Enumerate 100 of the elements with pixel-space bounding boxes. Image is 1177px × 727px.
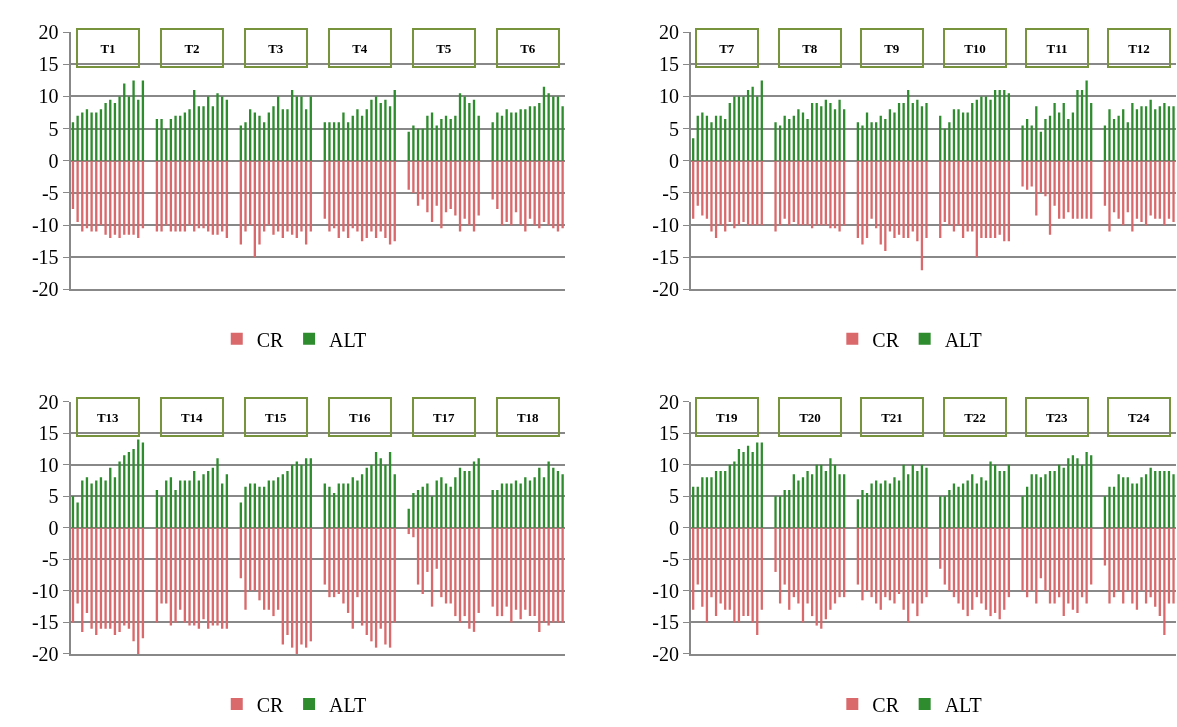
- legend-label: CR: [872, 328, 900, 351]
- bar: [244, 160, 247, 232]
- bar: [1044, 527, 1047, 591]
- bar: [719, 115, 722, 161]
- bar: [160, 119, 163, 161]
- bar: [216, 458, 219, 528]
- bar: [1163, 102, 1166, 161]
- bar: [244, 122, 247, 161]
- legend-label: ALT: [944, 328, 982, 351]
- bar: [188, 527, 191, 626]
- bar: [797, 480, 800, 528]
- bar: [216, 527, 219, 626]
- y-tick-label: -15: [31, 611, 59, 634]
- bar: [342, 483, 345, 528]
- bar: [948, 160, 951, 226]
- bar: [426, 160, 429, 213]
- y-tick-label: 15: [38, 422, 59, 445]
- bar: [829, 160, 832, 229]
- bar: [561, 527, 564, 623]
- bar: [286, 470, 289, 528]
- bar: [188, 109, 191, 161]
- bar: [1085, 527, 1088, 604]
- bar: [1108, 160, 1111, 232]
- bar: [272, 527, 275, 617]
- bar: [202, 527, 205, 620]
- bar: [356, 109, 359, 161]
- bar: [519, 160, 522, 226]
- bar: [202, 160, 205, 229]
- bar: [90, 527, 93, 629]
- bar: [1117, 115, 1120, 161]
- bar: [216, 93, 219, 161]
- bar: [342, 112, 345, 161]
- bar: [719, 527, 722, 604]
- bar: [829, 102, 832, 161]
- bar: [561, 160, 564, 229]
- bar: [188, 160, 191, 226]
- annotation: T11: [1046, 40, 1068, 56]
- bar: [719, 470, 722, 528]
- bar: [244, 486, 247, 528]
- y-tick-label: -20: [31, 278, 59, 301]
- bar: [426, 115, 429, 161]
- bar: [948, 527, 951, 591]
- y-tick-label: 0: [668, 149, 679, 172]
- bar: [412, 493, 415, 528]
- bar: [440, 160, 443, 229]
- bar: [861, 160, 864, 245]
- bar: [1163, 470, 1166, 528]
- y-tick-label: 0: [48, 516, 59, 539]
- annotation: T22: [964, 409, 986, 425]
- annotation: T8: [802, 40, 818, 56]
- bar: [774, 527, 777, 572]
- bar: [710, 160, 713, 232]
- bar: [1044, 474, 1047, 528]
- bar: [893, 160, 896, 239]
- annotation: T6: [520, 40, 536, 56]
- bar: [468, 102, 471, 161]
- bar: [1131, 160, 1134, 232]
- y-tick-label: 10: [38, 453, 59, 476]
- bar: [1131, 527, 1134, 604]
- bar: [244, 527, 247, 610]
- bar: [1021, 125, 1024, 161]
- bar: [957, 160, 960, 226]
- bar: [710, 122, 713, 161]
- annotation: T12: [1128, 40, 1150, 56]
- annotation: T20: [799, 409, 821, 425]
- annotation: T9: [884, 40, 900, 56]
- bar: [76, 502, 79, 528]
- bar: [829, 527, 832, 610]
- bar: [132, 80, 135, 161]
- bar: [104, 102, 107, 161]
- bar: [132, 448, 135, 528]
- bar: [742, 452, 745, 528]
- bar: [76, 115, 79, 161]
- bar: [925, 160, 928, 239]
- annotation: T21: [881, 409, 903, 425]
- bar: [328, 160, 331, 232]
- bar: [76, 527, 79, 604]
- bar: [774, 496, 777, 528]
- bar: [980, 527, 983, 604]
- bar: [989, 99, 992, 161]
- bar: [90, 483, 93, 528]
- bar: [160, 160, 163, 232]
- bar: [1076, 458, 1079, 528]
- bar: [547, 527, 550, 626]
- bar: [1163, 527, 1166, 636]
- bar: [132, 160, 135, 235]
- bar: [1140, 477, 1143, 528]
- bar: [1021, 527, 1024, 591]
- bar: [957, 486, 960, 528]
- bar: [1076, 527, 1079, 613]
- bar: [328, 122, 331, 161]
- bar: [188, 480, 191, 528]
- bar: [533, 527, 536, 617]
- bar: [547, 93, 550, 161]
- bar: [925, 102, 928, 161]
- bar: [174, 527, 177, 623]
- bar: [547, 461, 550, 528]
- legend-label: CR: [256, 328, 285, 351]
- bar: [174, 489, 177, 528]
- y-tick-label: 5: [48, 485, 59, 508]
